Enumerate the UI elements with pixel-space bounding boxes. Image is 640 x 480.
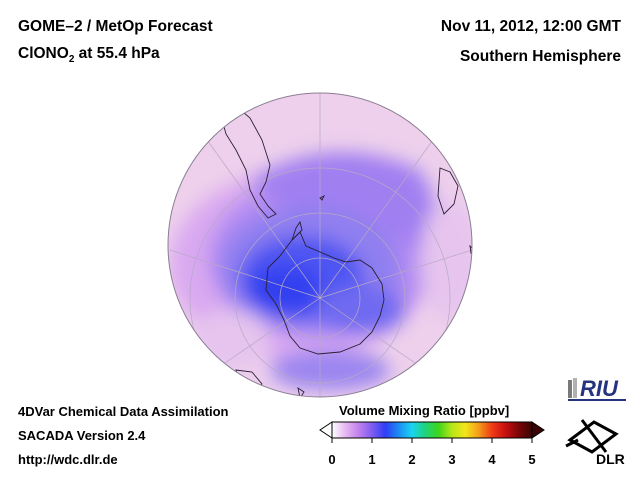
field-lobe-south — [270, 350, 390, 390]
field-vortex-core — [247, 266, 323, 314]
coastline-nz — [297, 387, 305, 397]
title-species: ClONO2 at 55.4 hPa — [18, 45, 160, 65]
meridian — [169, 249, 321, 299]
hemisphere-label: Southern Hemisphere — [459, 48, 621, 65]
colorbar-tick-label: 3 — [448, 452, 456, 467]
dlr-emblem — [565, 419, 619, 454]
dlr-logo-text: DLR — [596, 451, 625, 467]
field-ring-north-arm — [250, 152, 438, 260]
colorbar-tick-label: 5 — [528, 452, 536, 467]
riu-logo-bar — [568, 380, 572, 398]
title-line1: GOME–2 / MetOp Forecast — [18, 18, 213, 35]
riu-logo: RIU — [568, 376, 626, 401]
colorbar-tick-label: 2 — [408, 452, 416, 467]
colorbar-right-arrow — [531, 421, 545, 439]
meridian — [319, 249, 472, 299]
footer-url: http://wdc.dlr.de — [18, 452, 118, 467]
riu-logo-bar — [573, 378, 577, 398]
colorbar-left-arrow — [319, 421, 333, 439]
dlr-logo: DLR — [565, 419, 625, 467]
species-pressure: at 55.4 hPa — [74, 45, 160, 62]
riu-logo-underline — [568, 399, 626, 401]
coastline-peninsula — [291, 220, 303, 241]
colorbar — [319, 421, 545, 443]
colorbar-tick-label: 1 — [368, 452, 376, 467]
footer-line2: SACADA Version 2.4 — [18, 428, 146, 443]
meridian — [199, 129, 321, 299]
meridian — [319, 129, 441, 299]
colorbar-tick-label: 0 — [328, 452, 336, 467]
coastline-africa — [437, 167, 459, 215]
species-name: ClONO — [18, 45, 69, 62]
field-lobe-east — [315, 285, 405, 335]
species-subscript: 2 — [68, 54, 75, 66]
coastline-islands — [319, 194, 472, 254]
forecast-datetime: Nov 11, 2012, 12:00 GMT — [440, 18, 621, 35]
globe-outline — [167, 92, 473, 398]
coastline-south-america — [219, 105, 277, 219]
coastline-antarctica — [265, 231, 385, 355]
colorbar-gradient — [331, 421, 533, 439]
footer-line1: 4DVar Chemical Data Assimilation — [18, 404, 229, 419]
coastlines — [219, 105, 472, 397]
colorbar-tick-label: 4 — [488, 452, 496, 467]
colorbar-title: Volume Mixing Ratio [ppbv] — [339, 403, 510, 418]
riu-logo-text: RIU — [580, 376, 619, 401]
